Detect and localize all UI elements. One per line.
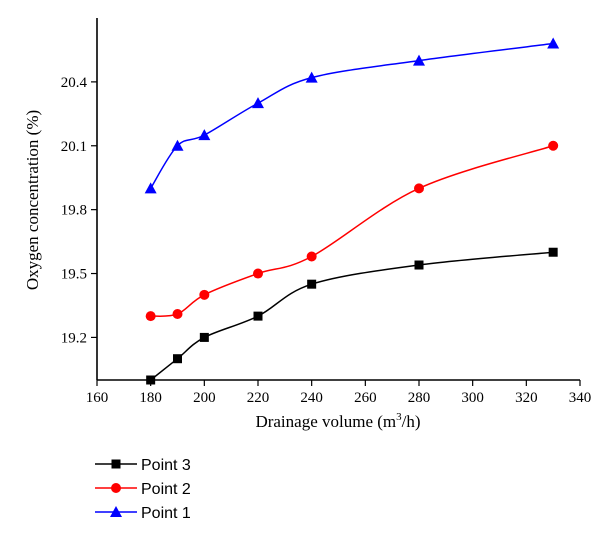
legend-item-point-3: Point 3 [95,457,191,474]
data-point-point-2 [414,183,424,194]
data-point-point-2 [145,311,156,322]
data-point-point-1 [252,97,264,109]
series-lines [150,42,554,381]
data-point-point-3 [307,279,317,289]
data-point-point-1 [171,139,184,151]
legend-item-point-2: Point 2 [95,481,191,498]
x-tick-label: 280 [408,390,431,406]
y-tick-label: 19.8 [61,203,87,219]
series-line-point-3 [150,251,554,381]
data-point-point-2 [548,140,559,151]
data-point-point-3 [414,260,424,270]
x-tick-label: 300 [461,390,484,406]
data-point-point-1 [198,129,211,141]
x-axis-title: Drainage volume (m3/h) [255,411,420,431]
legend-label: Point 1 [141,505,191,522]
legend-label: Point 2 [141,481,191,498]
x-ticks: 160 180 200 220 240 260 280 300 320 340 [86,380,592,406]
data-point-point-1 [144,182,157,194]
series-markers [144,37,560,385]
data-point-point-2 [253,268,263,279]
series-line-point-2 [150,145,554,318]
data-point-point-3 [548,247,558,257]
legend-item-point-1: Point 1 [95,505,191,522]
data-point-point-2 [172,308,183,319]
data-point-point-1 [547,37,560,49]
data-point-point-3 [199,332,209,342]
x-tick-label: 200 [193,390,216,406]
legend-marker [111,459,121,469]
legend-marker [110,506,122,517]
x-tick-label: 240 [300,390,323,406]
legend: Point 3 Point 2 Point 1 [95,457,191,522]
y-tick-label: 20.1 [61,139,87,155]
grid-and-axes [96,18,580,381]
x-tick-label: 180 [139,390,162,406]
x-tick-label: 220 [247,390,270,406]
x-tick-label: 160 [86,390,109,406]
data-point-point-3 [146,375,156,385]
y-tick-label: 19.5 [61,267,87,283]
x-tick-label: 320 [515,390,538,406]
y-tick-label: 19.2 [61,330,87,346]
data-point-point-3 [253,311,263,321]
x-tick-label: 340 [569,390,592,406]
data-point-point-1 [305,71,318,83]
data-point-point-1 [413,54,425,66]
y-ticks: 19.2 19.5 19.8 20.1 20.4 [61,75,97,346]
legend-marker [111,483,121,493]
data-point-point-3 [173,354,182,364]
data-point-point-2 [199,289,210,300]
y-tick-label: 20.4 [61,75,88,91]
legend-label: Point 3 [141,457,191,474]
data-point-point-2 [306,251,317,262]
y-axis-title: Oxygen concentration (%) [23,110,42,290]
series-line-point-1 [150,42,554,189]
x-tick-label: 260 [354,390,377,406]
